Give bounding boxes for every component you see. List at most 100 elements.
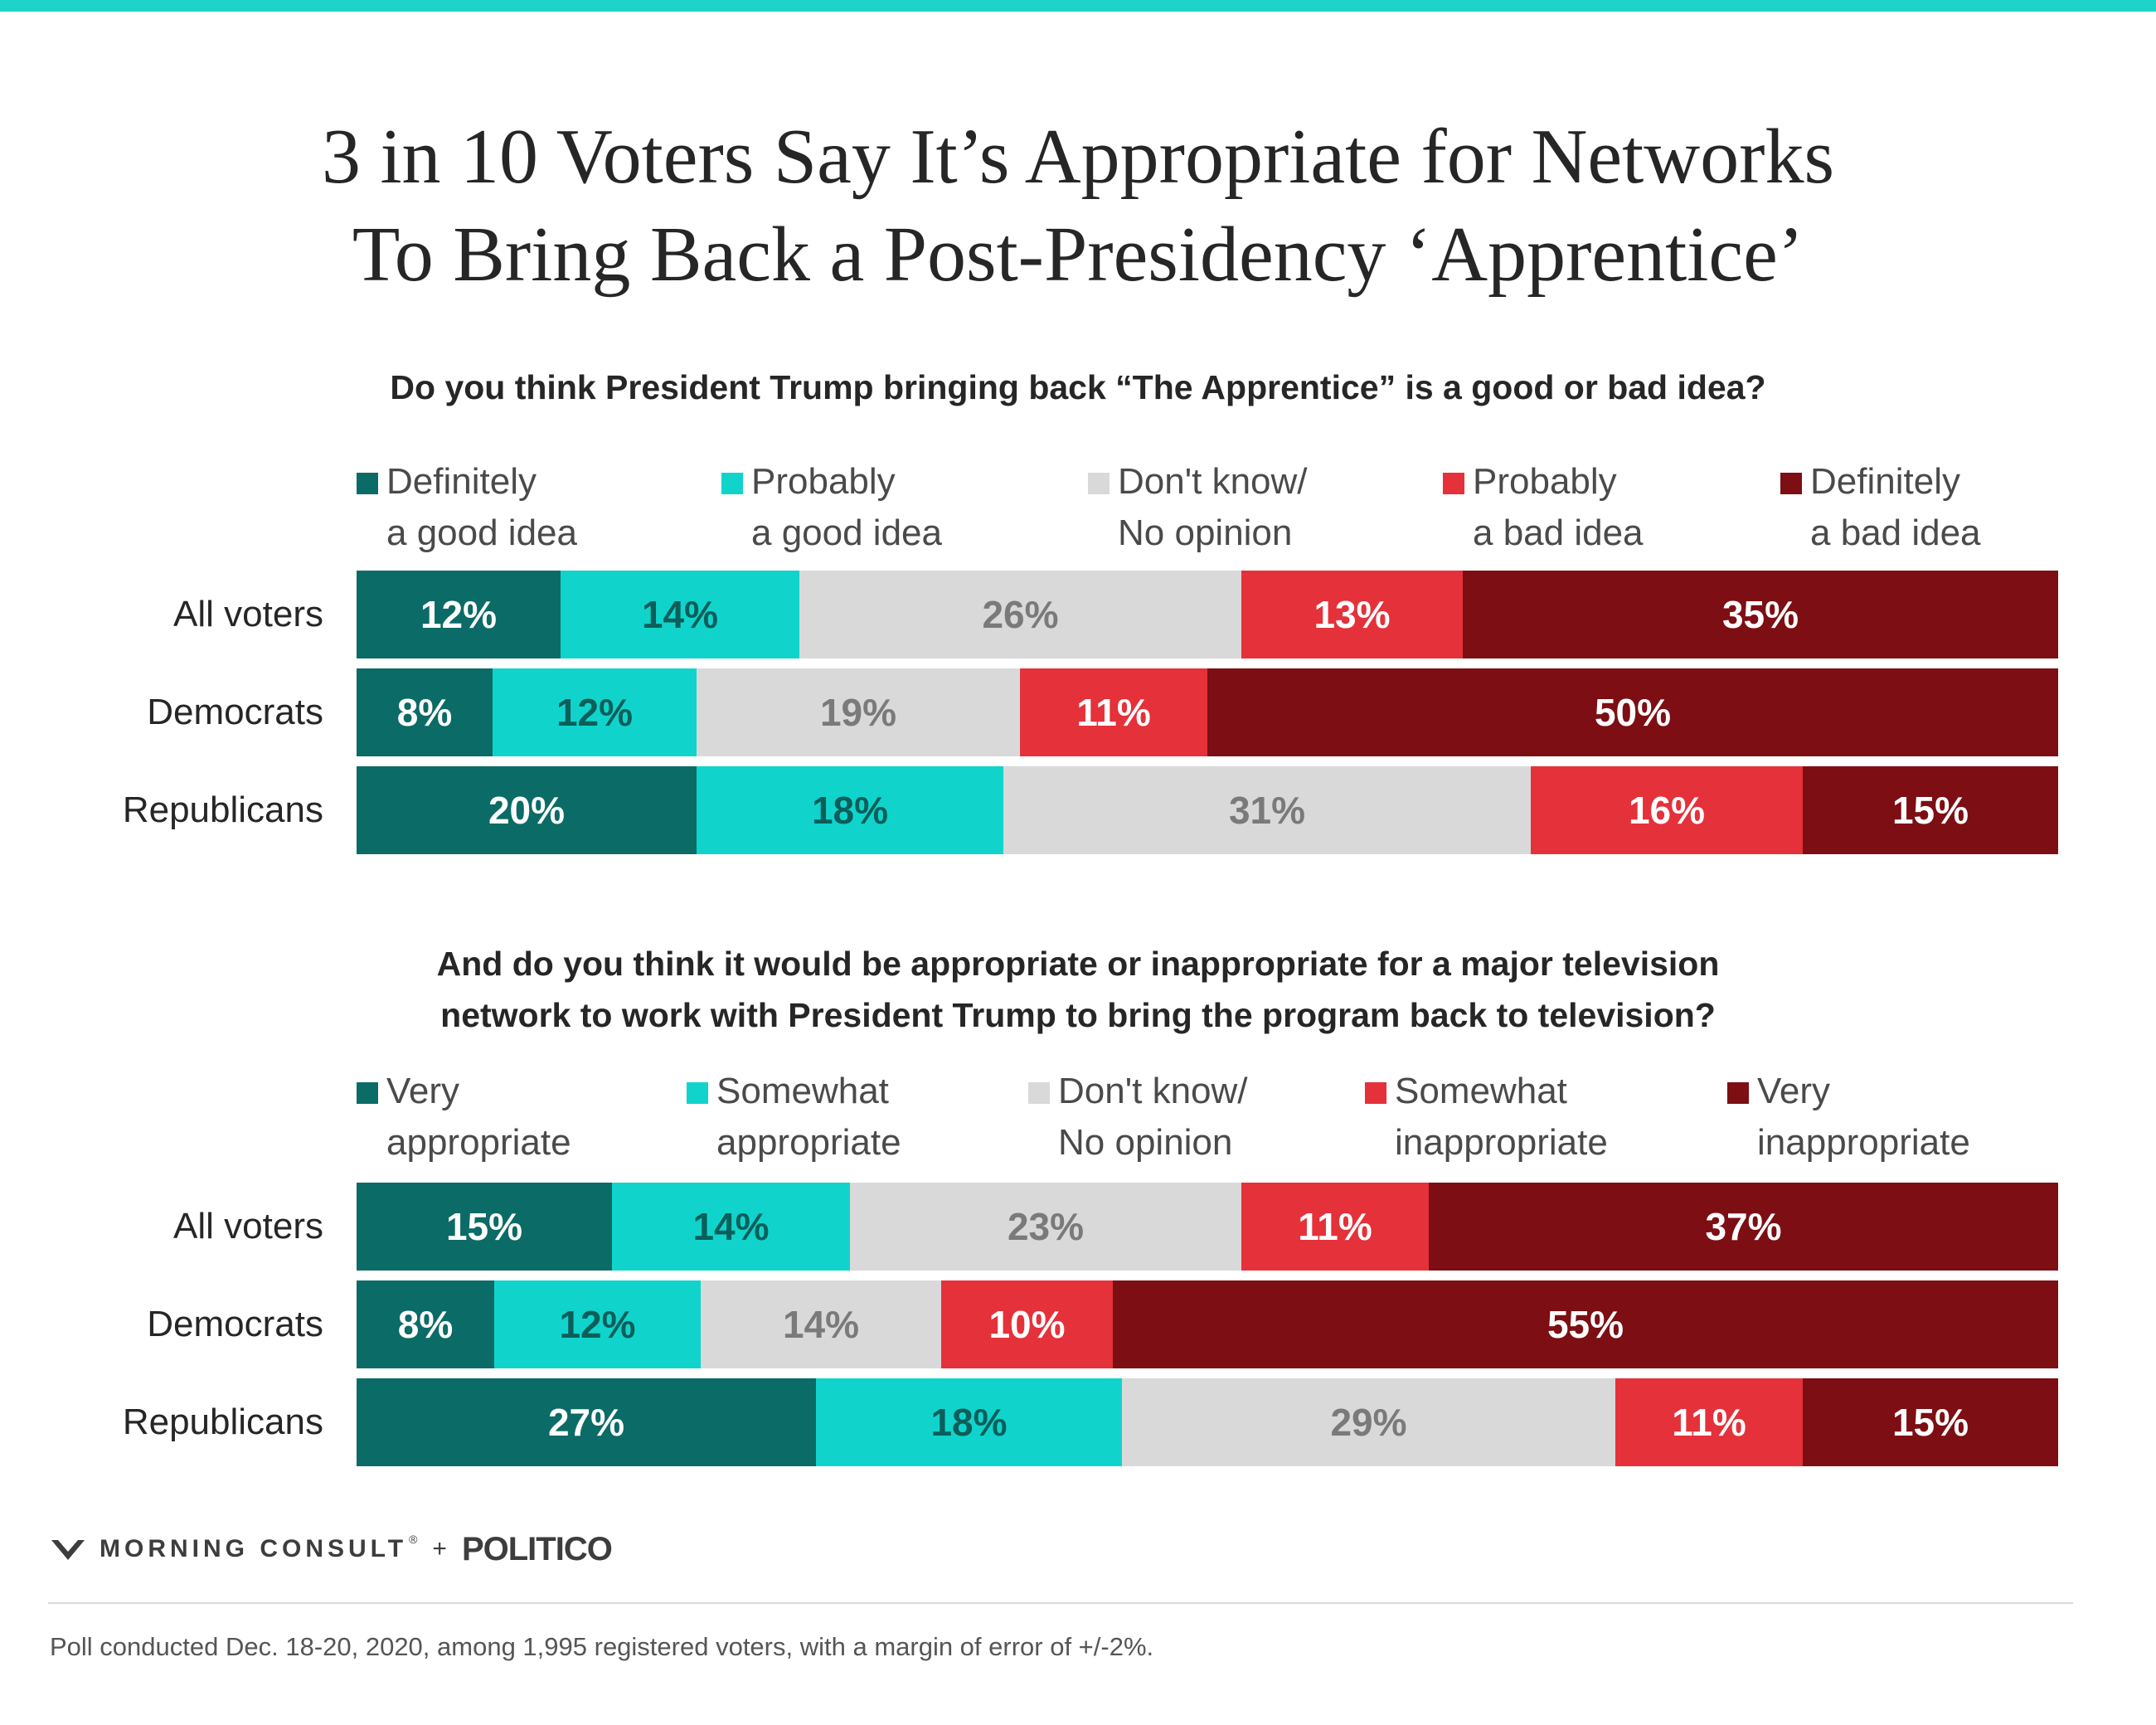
legend-label: Very appropriate — [386, 1066, 571, 1169]
data-label: 50% — [1594, 691, 1672, 734]
legend-label-line: a bad idea — [1810, 513, 1981, 553]
data-label: 23% — [1007, 1205, 1085, 1248]
bar-segment: 15% — [357, 1183, 612, 1271]
data-label: 20% — [488, 789, 566, 832]
bar-segment: 15% — [1803, 766, 2058, 854]
legend-label: Don't know/No opinion — [1118, 456, 1308, 559]
chart-title: 3 in 10 Voters Say It’s Appropriate for … — [0, 108, 2156, 304]
brand-logos: MORNING CONSULT ® + POLITICO — [51, 1524, 613, 1574]
data-label: 29% — [1330, 1401, 1407, 1444]
brand-plus: + — [432, 1535, 447, 1562]
poll-footnote: Poll conducted Dec. 18-20, 2020, among 1… — [50, 1632, 1154, 1661]
bar-segment: 26% — [799, 571, 1241, 658]
legend-label-line: Very — [386, 1071, 460, 1111]
legend-label-line: Somewhat — [1395, 1071, 1567, 1111]
legend-label-line: appropriate — [386, 1122, 571, 1163]
data-label: 11% — [1672, 1401, 1746, 1444]
morning-consult-wordmark: MORNING CONSULT — [100, 1535, 408, 1562]
legend-chart-1: Definitely a good idea Probably a good idea… — [0, 0, 2156, 553]
legend-swatch — [1443, 473, 1464, 494]
bar-segment: 14% — [561, 571, 799, 658]
category-label: All voters — [173, 594, 323, 634]
legend-label-line: Probably — [1473, 461, 1617, 502]
politico-wordmark: POLITICO — [461, 1530, 613, 1567]
bar-segment: 19% — [697, 668, 1020, 756]
legend-label-line: Definitely — [1810, 461, 1960, 502]
data-label: 11% — [1298, 1205, 1372, 1248]
footer-divider — [48, 1602, 2073, 1604]
category-label: Democrats — [147, 1304, 323, 1344]
bar-segment: 12% — [494, 1280, 701, 1368]
legend-label: Don't know/No opinion — [1058, 1066, 1248, 1169]
category-label: Republicans — [122, 1402, 323, 1442]
data-label: 8% — [397, 1303, 454, 1346]
legend-label-line: Don't know/ — [1118, 461, 1308, 502]
bar-segment: 8% — [357, 1280, 494, 1368]
bar-segment: 31% — [1003, 766, 1531, 854]
legend-swatch — [357, 1082, 378, 1104]
question-1: Do you think President Trump bringing ba… — [166, 362, 1990, 413]
data-label: 18% — [811, 789, 889, 832]
legend-swatch — [721, 473, 743, 494]
registered-mark: ® — [409, 1533, 418, 1546]
title-line: 3 in 10 Voters Say It’s Appropriate for … — [321, 114, 1835, 200]
legend-label: Very inappropriate — [1757, 1066, 1970, 1169]
legend-label: Somewhat inappropriate — [1395, 1066, 1608, 1169]
legend-swatch — [1780, 473, 1802, 494]
legend-label-line: No opinion — [1058, 1122, 1233, 1163]
bar-segment: 55% — [1113, 1280, 2058, 1368]
legend-swatch — [687, 1082, 708, 1104]
data-label: 12% — [420, 593, 498, 636]
bar-row: 8% 12% 14% 10% 55% — [357, 1280, 2058, 1368]
bar-segment: 37% — [1429, 1183, 2058, 1271]
data-label: 27% — [547, 1401, 625, 1444]
data-label: 8% — [396, 691, 453, 734]
legend-label: Definitely a good idea — [386, 456, 577, 559]
top-accent-bar — [0, 0, 2156, 12]
data-label: 14% — [692, 1205, 770, 1248]
data-label: 14% — [641, 593, 719, 636]
bar-segment: 10% — [941, 1280, 1113, 1368]
bar-segment: 29% — [1122, 1378, 1615, 1466]
bar-segment: 11% — [1241, 1183, 1429, 1271]
data-label: 15% — [1891, 1401, 1969, 1444]
data-label: 26% — [982, 593, 1059, 636]
legend-label-line: appropriate — [716, 1122, 901, 1163]
category-label: Republicans — [122, 790, 323, 830]
legend-label: Probably a good idea — [751, 456, 942, 559]
legend-label: Probably a bad idea — [1473, 456, 1644, 559]
question-line: And do you think it would be appropriate… — [436, 945, 1720, 983]
legend-label-line: Probably — [751, 461, 896, 502]
data-label: 15% — [1891, 789, 1969, 832]
legend-swatch — [1088, 473, 1110, 494]
legend-label: Definitely a bad idea — [1810, 456, 1981, 559]
legend-label-line: a bad idea — [1473, 513, 1644, 553]
bar-segment: 14% — [612, 1183, 850, 1271]
bar-segment: 11% — [1615, 1378, 1803, 1466]
data-label: 15% — [445, 1205, 523, 1248]
legend-label-line: a good idea — [386, 513, 577, 553]
legend-label-line: Somewhat — [716, 1071, 889, 1111]
bar-segment: 11% — [1020, 668, 1207, 756]
bar-row: 15% 14% 23% 11% 37% — [357, 1183, 2058, 1271]
morning-consult-logo-icon — [51, 1540, 85, 1560]
bar-row: 8% 12% 19% 11% 50% — [357, 668, 2058, 756]
question-line: network to work with President Trump to … — [440, 996, 1716, 1034]
bar-segment: 15% — [1803, 1378, 2058, 1466]
title-line: To Bring Back a Post-Presidency ‘Apprent… — [352, 211, 1804, 298]
legend-label-line: Don't know/ — [1058, 1071, 1248, 1111]
data-label: 12% — [556, 691, 634, 734]
bar-segment: 8% — [357, 668, 493, 756]
data-label: 11% — [1076, 691, 1151, 734]
question-line: Do you think President Trump bringing ba… — [390, 368, 1766, 406]
data-label: 13% — [1314, 593, 1391, 636]
data-label: 19% — [819, 691, 897, 734]
data-label: 31% — [1228, 789, 1306, 832]
bar-row: 20% 18% 31% 16% 15% — [357, 766, 2058, 854]
legend-label: Somewhat appropriate — [716, 1066, 901, 1169]
legend-swatch — [1028, 1082, 1050, 1104]
bar-segment: 14% — [701, 1280, 941, 1368]
bar-segment: 27% — [357, 1378, 816, 1466]
question-2: And do you think it would be appropriate… — [166, 938, 1990, 1041]
bar-segment: 23% — [850, 1183, 1241, 1271]
